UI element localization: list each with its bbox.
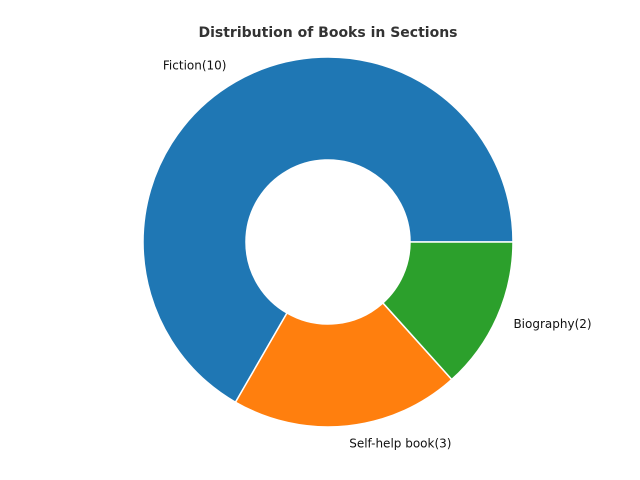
label-fiction: Fiction(10) (163, 59, 227, 73)
chart-title: Distribution of Books in Sections (198, 25, 457, 41)
slice-labels: Fiction(10) Self-help book(3) Biography(2) (163, 59, 592, 451)
slice-fiction (142, 56, 514, 404)
slice-biography (381, 241, 514, 381)
label-biography: Biography(2) (513, 317, 591, 331)
slice-self-help-book (234, 301, 453, 428)
label-self-help-book: Self-help book(3) (349, 436, 451, 450)
donut-slices (142, 56, 514, 428)
